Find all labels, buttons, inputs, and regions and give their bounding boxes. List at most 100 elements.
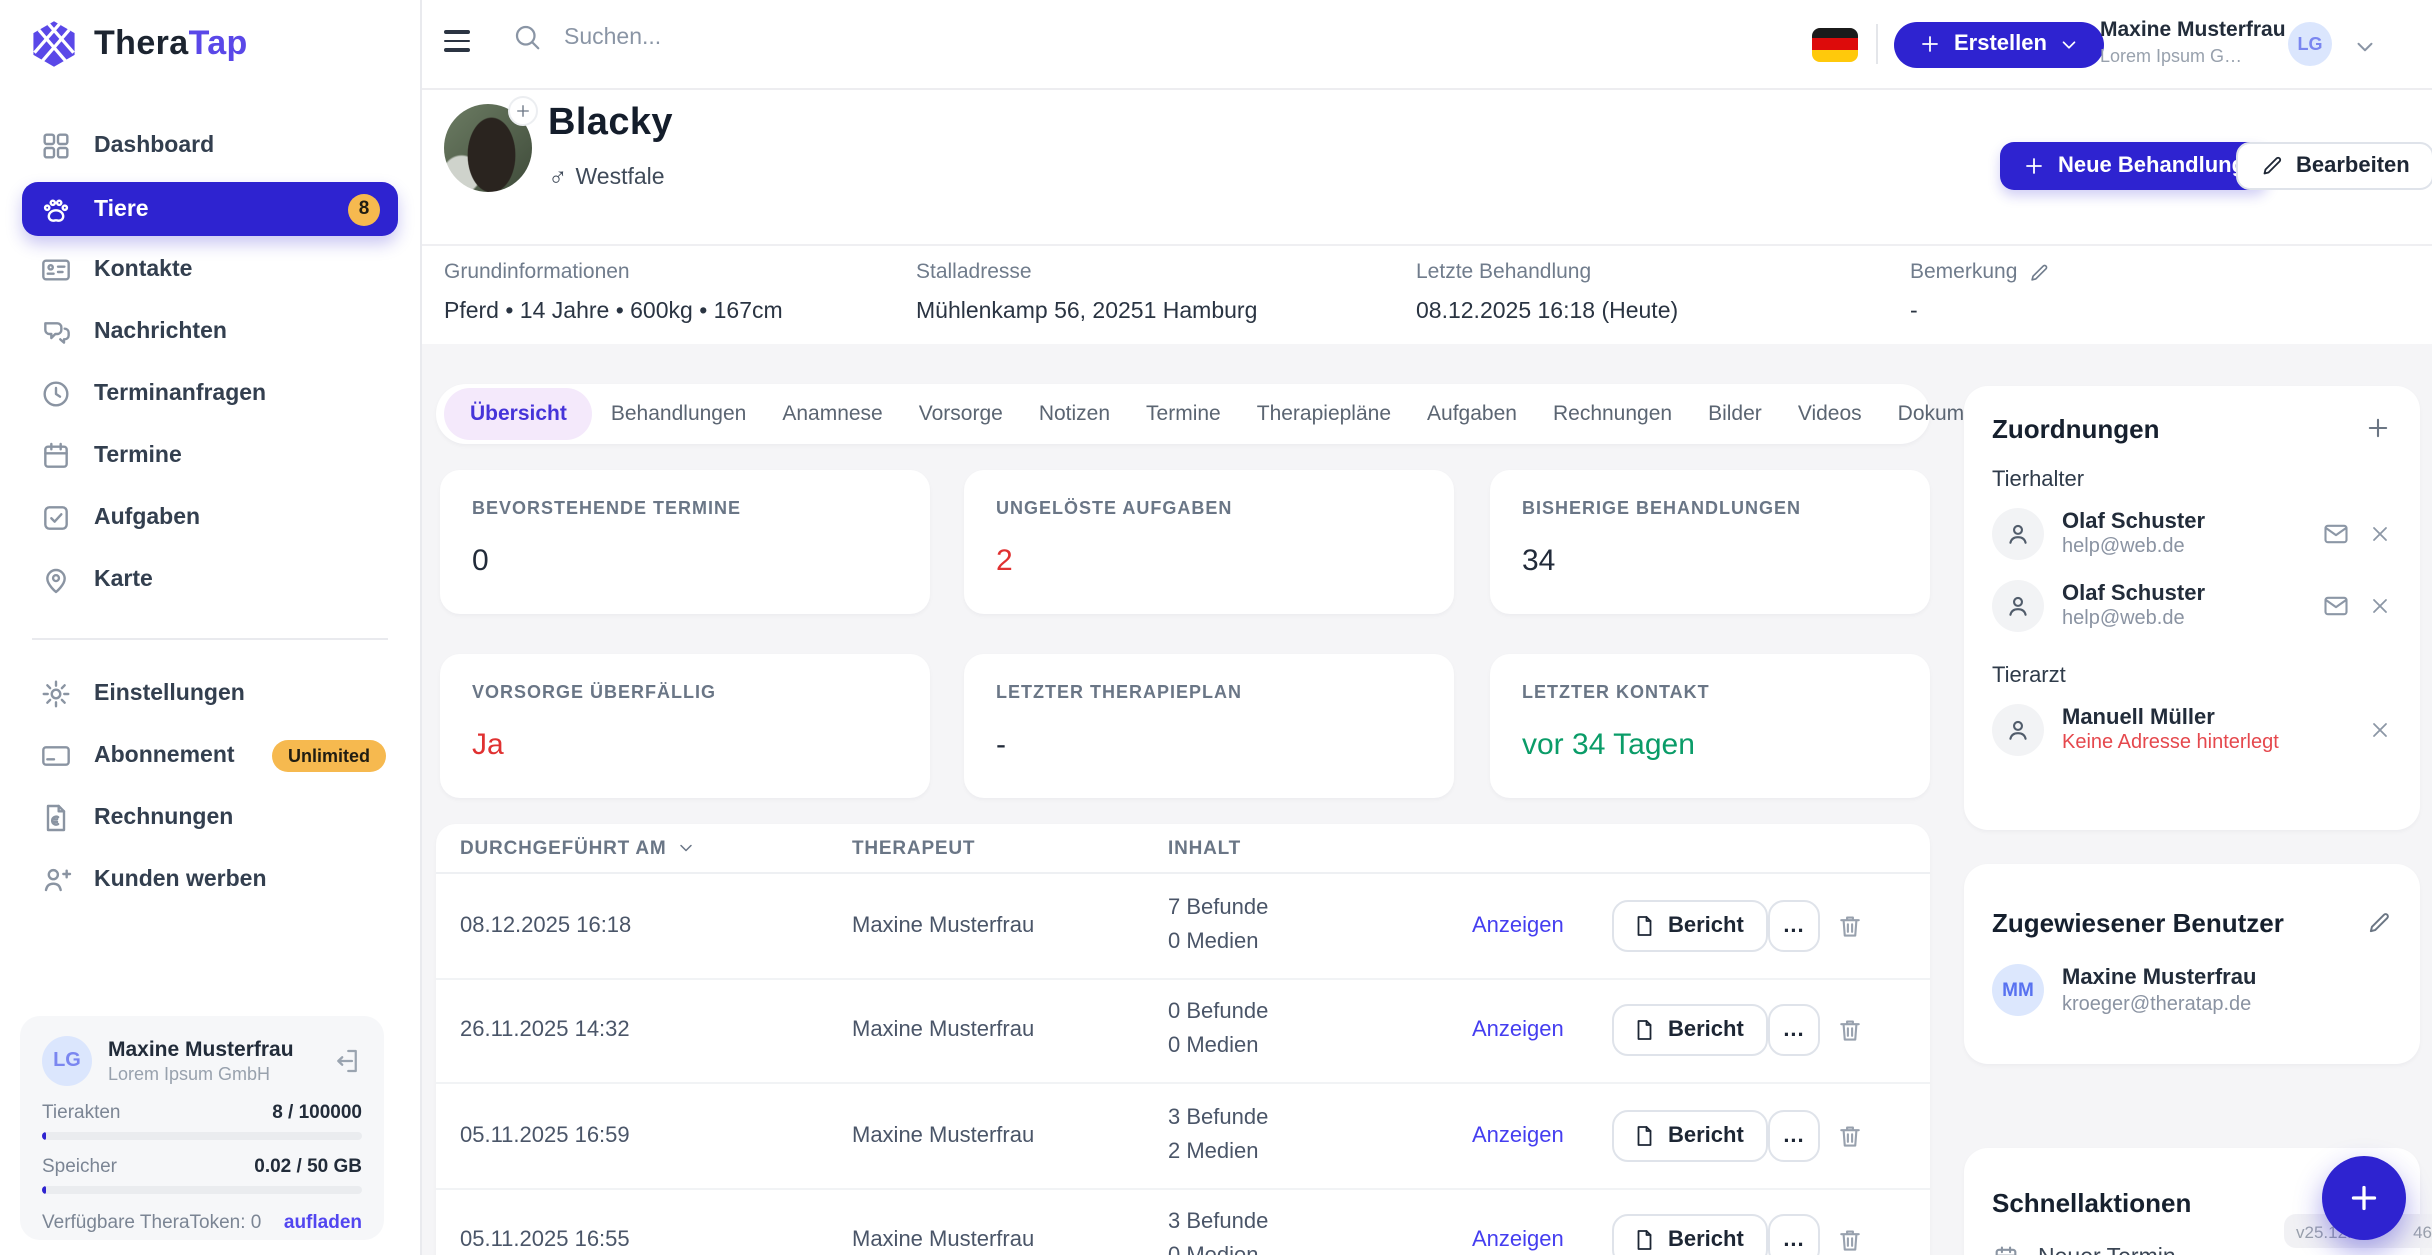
topbar-divider [1876, 24, 1878, 64]
sidebar-item-kontakte[interactable]: Kontakte [22, 243, 398, 297]
sidebar-item-termine[interactable]: Termine [22, 429, 398, 483]
menu-icon[interactable] [444, 30, 470, 52]
treatment-date: 26.11.2025 14:32 [460, 1018, 630, 1043]
findings-count: 0 Befunde [1168, 1000, 1269, 1025]
sidebar-item-kunden-werben[interactable]: Kunden werben [22, 853, 398, 907]
add-photo-button[interactable] [508, 96, 538, 126]
contact-name: Manuell Müller [2062, 705, 2215, 730]
sidebar-item-terminanfragen[interactable]: Terminanfragen [22, 367, 398, 421]
contact-name: Maxine Musterfrau [2062, 966, 2257, 991]
info-stalladresse: Stalladresse Mühlenkamp 56, 20251 Hambur… [916, 260, 1257, 324]
tab-rechnungen[interactable]: Rechnungen [1552, 402, 1673, 426]
document-icon [1632, 1019, 1656, 1043]
view-link[interactable]: Anzeigen [1472, 913, 1564, 938]
info-value: 08.12.2025 16:18 (Heute) [1416, 300, 1679, 324]
stat-label: VORSORGE ÜBERFÄLLIG [472, 682, 717, 702]
table-row: 26.11.2025 14:32 Maxine Musterfrau 0 Bef… [436, 979, 1930, 1084]
edit-button[interactable]: Bearbeiten [2236, 142, 2432, 190]
tab-therapieplaene[interactable]: Therapiepläne [1256, 402, 1392, 426]
logo-icon [33, 21, 75, 67]
sidebar-item-aufgaben[interactable]: Aufgaben [22, 491, 398, 545]
create-button[interactable]: Erstellen [1894, 21, 2105, 67]
tab-aufgaben[interactable]: Aufgaben [1427, 402, 1517, 426]
tab-notizen[interactable]: Notizen [1038, 402, 1111, 426]
topup-link[interactable]: aufladen [283, 1212, 362, 1234]
view-link[interactable]: Anzeigen [1472, 1123, 1564, 1148]
avatar [1992, 507, 2044, 559]
language-flag-german[interactable] [1812, 27, 1858, 61]
contact-warning: Keine Adresse hinterlegt [2062, 732, 2279, 755]
logout-icon[interactable] [332, 1046, 362, 1076]
animal-header: Blacky ♂ Westfale Neue Behandlung Bearbe… [420, 88, 2432, 344]
trash-icon[interactable] [1836, 1122, 1864, 1150]
trash-icon[interactable] [1836, 1017, 1864, 1045]
more-button[interactable]: ... [1768, 1004, 1820, 1057]
sidebar-item-label: Einstellungen [94, 682, 245, 706]
info-value: - [1910, 300, 1918, 324]
add-assignment-icon[interactable] [2364, 414, 2392, 442]
calendar-icon [40, 440, 72, 472]
tab-vorsorge[interactable]: Vorsorge [918, 402, 1003, 426]
avatar: MM [1992, 964, 2044, 1016]
table-row: 05.11.2025 16:59 Maxine Musterfrau 3 Bef… [436, 1084, 1930, 1189]
sidebar-item-tiere[interactable]: Tiere 8 [22, 182, 398, 236]
user-icon [2004, 519, 2032, 547]
trash-icon[interactable] [1836, 912, 1864, 940]
more-button[interactable]: ... [1768, 1109, 1820, 1162]
sidebar-item-karte[interactable]: Karte [22, 553, 398, 607]
more-button[interactable]: ... [1768, 1214, 1820, 1255]
avatar[interactable]: LG [2288, 22, 2332, 66]
trash-icon[interactable] [1836, 1227, 1864, 1255]
sidebar-item-label: Abonnement [94, 744, 235, 768]
fab-add-button[interactable] [2322, 1155, 2406, 1239]
report-button[interactable]: Bericht [1612, 1109, 1768, 1162]
stat-label: LETZTER KONTAKT [1522, 682, 1710, 702]
info-bemerkung: Bemerkung - [1910, 260, 2049, 324]
user-name: Maxine Musterfrau [108, 1037, 294, 1062]
info-label: Stalladresse [916, 260, 1032, 284]
sidebar-item-label: Dashboard [94, 134, 215, 158]
mail-icon[interactable] [2322, 519, 2350, 547]
global-search [512, 22, 1048, 52]
tab-bilder[interactable]: Bilder [1708, 402, 1762, 426]
quick-action-new-appointment[interactable]: Neuer Termin [1992, 1244, 2392, 1255]
topbar-user[interactable]: Maxine Musterfrau Lorem Ipsum G… [2100, 18, 2286, 69]
view-link[interactable]: Anzeigen [1472, 1228, 1564, 1253]
search-input[interactable] [560, 23, 1048, 51]
report-button[interactable]: Bericht [1612, 899, 1768, 952]
quota-label: Tierakten [42, 1102, 121, 1124]
tab-videos[interactable]: Videos [1797, 402, 1862, 426]
chevron-down-icon[interactable] [2352, 34, 2378, 60]
close-icon[interactable] [2368, 521, 2392, 545]
close-icon[interactable] [2368, 593, 2392, 617]
tab-anamnese[interactable]: Anamnese [782, 402, 883, 426]
sidebar-item-abonnement[interactable]: Abonnement Unlimited [22, 729, 398, 783]
tab-uebersicht[interactable]: Übersicht [444, 388, 593, 440]
media-count: 0 Medien [1168, 1034, 1259, 1059]
report-button[interactable]: Bericht [1612, 1214, 1768, 1255]
chat-icon [40, 316, 72, 348]
report-button[interactable]: Bericht [1612, 1004, 1768, 1057]
sidebar-item-label: Kontakte [94, 258, 193, 282]
sort-column-durchgefuehrt[interactable]: DURCHGEFÜHRT AM [460, 837, 852, 859]
sidebar-item-einstellungen[interactable]: Einstellungen [22, 667, 398, 721]
close-icon[interactable] [2368, 717, 2392, 741]
sidebar-item-nachrichten[interactable]: Nachrichten [22, 305, 398, 359]
sidebar-item-rechnungen[interactable]: Rechnungen [22, 791, 398, 845]
mail-icon[interactable] [2322, 591, 2350, 619]
stat-value: 2 [996, 544, 1013, 578]
new-treatment-button[interactable]: Neue Behandlung [2000, 142, 2268, 190]
stat-label: BISHERIGE BEHANDLUNGEN [1522, 498, 1802, 518]
tab-behandlungen[interactable]: Behandlungen [610, 402, 747, 426]
report-label: Bericht [1668, 1018, 1744, 1043]
quota-progress [42, 1186, 362, 1194]
pin-icon [40, 564, 72, 596]
more-button[interactable]: ... [1768, 899, 1820, 952]
pencil-icon[interactable] [2027, 261, 2049, 283]
pencil-icon[interactable] [2366, 910, 2392, 936]
quota-label: Speicher [42, 1156, 117, 1178]
view-link[interactable]: Anzeigen [1472, 1018, 1564, 1043]
column-label: THERAPEUT [852, 837, 976, 859]
sidebar-item-dashboard[interactable]: Dashboard [22, 119, 398, 173]
tab-termine[interactable]: Termine [1146, 402, 1221, 426]
